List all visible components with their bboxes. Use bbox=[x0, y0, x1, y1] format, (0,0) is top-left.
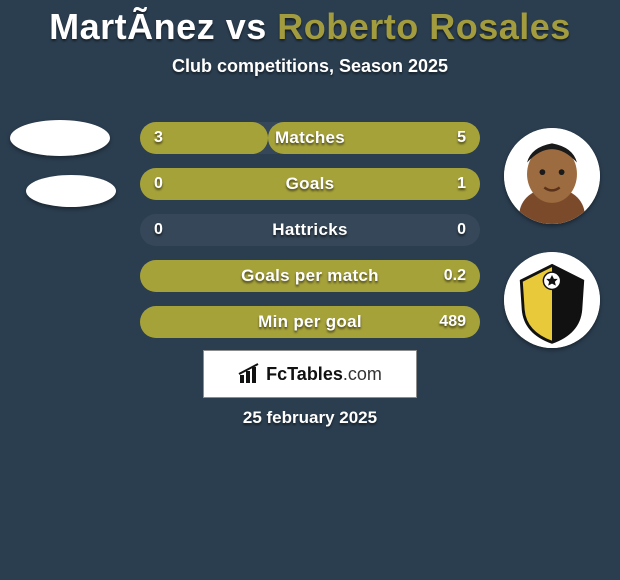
player2-name: Roberto Rosales bbox=[277, 6, 571, 47]
stat-row: Matches3 5 bbox=[140, 122, 480, 154]
stat-value-p1 bbox=[140, 306, 168, 338]
stat-value-p2: 489 bbox=[425, 306, 480, 338]
player1-club-placeholder bbox=[26, 175, 116, 207]
bar-chart-icon bbox=[238, 363, 262, 385]
date-line: 25 february 2025 bbox=[0, 408, 620, 428]
stat-label: Matches bbox=[140, 122, 480, 154]
player1-name: MartÃ­nez bbox=[49, 6, 215, 47]
player2-avatar bbox=[504, 128, 600, 224]
stat-value-p1: 0 bbox=[140, 214, 177, 246]
brand-light: .com bbox=[343, 364, 382, 384]
subtitle: Club competitions, Season 2025 bbox=[0, 56, 620, 77]
stat-row: Hattricks0 0 bbox=[140, 214, 480, 246]
brand-text: FcTables.com bbox=[266, 364, 382, 385]
stat-value-p2: 5 bbox=[443, 122, 480, 154]
stat-value-p2: 1 bbox=[443, 168, 480, 200]
comparison-card: MartÃ­nez vs Roberto Rosales Club compet… bbox=[0, 0, 620, 580]
player2-club-crest bbox=[504, 252, 600, 348]
title-connector: vs bbox=[226, 6, 267, 47]
stat-label: Goals bbox=[140, 168, 480, 200]
stat-value-p2: 0 bbox=[443, 214, 480, 246]
page-title: MartÃ­nez vs Roberto Rosales bbox=[0, 0, 620, 48]
stat-value-p2: 0.2 bbox=[430, 260, 480, 292]
stat-label: Hattricks bbox=[140, 214, 480, 246]
stat-value-p1: 3 bbox=[140, 122, 177, 154]
stat-row: Goals per match0.2 bbox=[140, 260, 480, 292]
stat-value-p1 bbox=[140, 260, 168, 292]
stat-row: Min per goal489 bbox=[140, 306, 480, 338]
brand-bold: FcTables bbox=[266, 364, 343, 384]
stat-row: Goals0 1 bbox=[140, 168, 480, 200]
stats-block: Matches35Goals01Hattricks00Goals per mat… bbox=[140, 122, 480, 352]
brand-card: FcTables.com bbox=[203, 350, 417, 398]
player1-avatar-placeholder bbox=[10, 120, 110, 156]
stat-value-p1: 0 bbox=[140, 168, 177, 200]
